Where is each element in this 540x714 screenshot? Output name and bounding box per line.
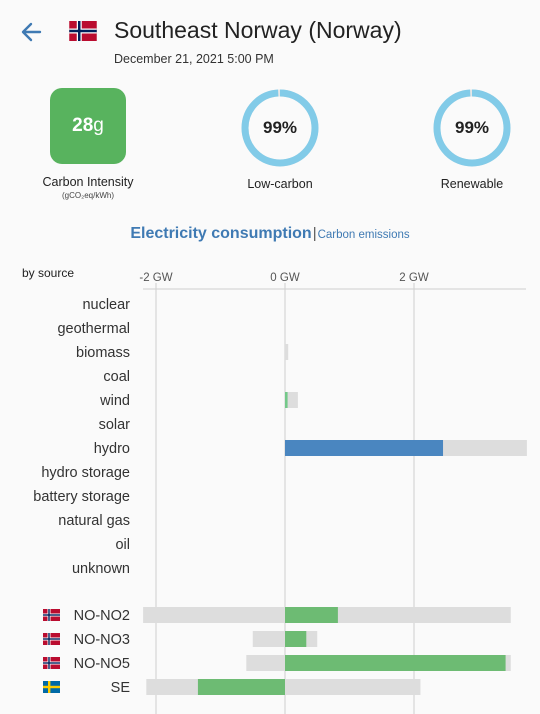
production-bar-wind [285, 392, 288, 408]
source-label-hydro: hydro [94, 441, 130, 457]
source-label-coal: coal [103, 369, 130, 385]
carbon-intensity-value: 28 [72, 115, 94, 136]
exchange-bar-no-no2 [285, 607, 338, 623]
source-label-hydro-storage: hydro storage [41, 465, 130, 481]
tab-carbon-emissions[interactable]: Carbon emissions [317, 229, 410, 241]
tick-label-2-gw: 2 GW [399, 272, 429, 284]
source-label-oil: oil [115, 537, 130, 553]
renewable-label: Renewable [440, 177, 504, 191]
source-label-geothermal: geothermal [57, 321, 130, 337]
carbon-intensity-metric: 28 g Carbon Intensity (gCO₂eq/kWh) [13, 88, 163, 200]
exchange-label-no-no5: NO-NO5 [74, 656, 130, 672]
renewable-value: 99% [454, 118, 490, 137]
norway-flag-icon [43, 662, 60, 664]
capacity-bar-biomass [285, 344, 289, 360]
source-label-natural-gas: natural gas [58, 513, 130, 529]
zone-datetime: December 21, 2021 5:00 PM [114, 52, 274, 66]
carbon-intensity-unit: g [93, 115, 104, 136]
tab-electricity-consumption[interactable]: Electricity consumption [130, 225, 312, 242]
carbon-intensity-unit-label: (gCO₂eq/kWh) [61, 191, 114, 200]
tick-label--2-gw: -2 GW [139, 272, 172, 284]
tab-separator: | [312, 225, 317, 242]
norway-flag-icon [69, 21, 97, 41]
production-chart: -2 GW 0 GW 2 GW nuclear geothermal biomass coa… [33, 272, 527, 714]
exchange-bar-no-no5 [285, 655, 506, 671]
exchange-label-no-no2: NO-NO2 [74, 608, 130, 624]
view-tabs: Electricity consumption|Carbon emissions [0, 225, 540, 243]
low-carbon-label: Low-carbon [247, 177, 313, 191]
carbon-intensity-box: 28 g [50, 88, 126, 164]
exchange-label-se: SE [111, 680, 131, 696]
back-arrow-icon[interactable] [18, 18, 46, 46]
low-carbon-metric: 99% Low-carbon [205, 88, 355, 191]
zone-title: Southeast Norway (Norway) [114, 17, 402, 43]
production-bar-hydro [285, 440, 444, 456]
exchange-label-no-no3: NO-NO3 [74, 632, 130, 648]
source-label-nuclear: nuclear [82, 297, 130, 313]
exchange-bar-no-no3 [285, 631, 307, 647]
zone-header: Southeast Norway (Norway) December 21, 2… [0, 0, 540, 80]
source-label-biomass: biomass [76, 345, 130, 361]
by-source-label: by source [22, 266, 75, 280]
source-label-unknown: unknown [72, 561, 130, 577]
sweden-flag-icon [43, 685, 60, 689]
carbon-intensity-label: Carbon Intensity [42, 175, 134, 189]
capacity-bar-wind [285, 392, 298, 408]
renewable-metric: 99% Renewable [397, 88, 540, 191]
norway-flag-icon [43, 614, 60, 616]
low-carbon-value: 99% [262, 118, 298, 137]
source-label-solar: solar [99, 417, 131, 433]
tick-label-0-gw: 0 GW [270, 272, 300, 284]
low-carbon-ring: 99% [240, 88, 320, 168]
source-label-battery-storage: battery storage [33, 489, 130, 505]
source-label-wind: wind [99, 393, 130, 409]
exchange-bar-se [197, 679, 285, 695]
norway-flag-icon [43, 638, 60, 640]
renewable-ring: 99% [432, 88, 512, 168]
